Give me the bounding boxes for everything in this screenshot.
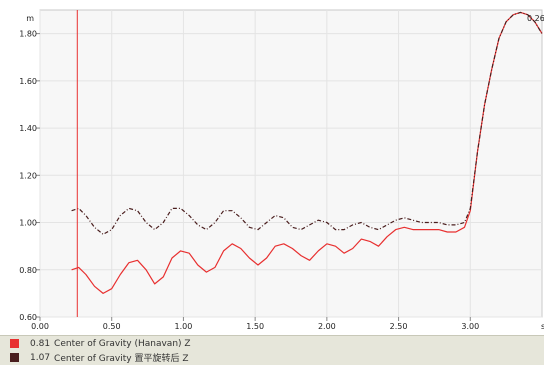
cursor-readout: 0.26: [527, 14, 544, 23]
legend-swatch-dark: [10, 353, 19, 362]
y-axis-unit-label: m: [26, 14, 34, 23]
x-tick-label: 2.50: [390, 322, 408, 331]
chart-svg: 0.60 0.80 1.00 1.20 1.40 1.60 1.80 0.00 0.50 1.0…: [19, 9, 544, 331]
x-tick-label: 0.50: [103, 322, 121, 331]
plot-area: [39, 9, 543, 318]
legend-value: 1.07: [30, 352, 51, 363]
x-tick-label: 2.00: [318, 322, 336, 331]
y-tick-label: 1.80: [19, 30, 37, 39]
series-line-2: [71, 11, 543, 235]
x-tick-label: 1.50: [246, 322, 264, 331]
legend-swatch-red: [10, 339, 19, 348]
x-tick-label: 1.00: [175, 322, 193, 331]
legend-item-rotated[interactable]: 1.07 Center of Gravity 置平旋转后 Z: [0, 351, 544, 364]
x-tick-label: 0.00: [31, 322, 49, 331]
y-tick-label: 1.60: [19, 77, 37, 86]
y-axis: 0.60 0.80 1.00 1.20 1.40 1.60 1.80: [19, 30, 40, 322]
legend-value: 0.81: [30, 338, 51, 349]
x-axis: 0.00 0.50 1.00 1.50 2.00 2.50 3.00: [31, 317, 479, 331]
y-tick-label: 0.60: [19, 313, 37, 322]
y-tick-label: 1.20: [19, 171, 37, 180]
x-axis-unit-label: s: [541, 322, 544, 331]
y-tick-label: 1.00: [19, 219, 37, 228]
legend-label: Center of Gravity 置平旋转后 Z: [54, 354, 189, 364]
grid-layer: [39, 10, 542, 318]
y-tick-label: 1.40: [19, 124, 37, 133]
legend: 0.81 Center of Gravity (Hanavan) Z 1.07 …: [0, 335, 544, 365]
series-layer: [71, 11, 543, 294]
x-tick-label: 3.00: [461, 322, 479, 331]
y-tick-label: 0.80: [19, 266, 37, 275]
legend-item-hanavan[interactable]: 0.81 Center of Gravity (Hanavan) Z: [0, 337, 544, 350]
legend-label: Center of Gravity (Hanavan) Z: [54, 338, 191, 349]
